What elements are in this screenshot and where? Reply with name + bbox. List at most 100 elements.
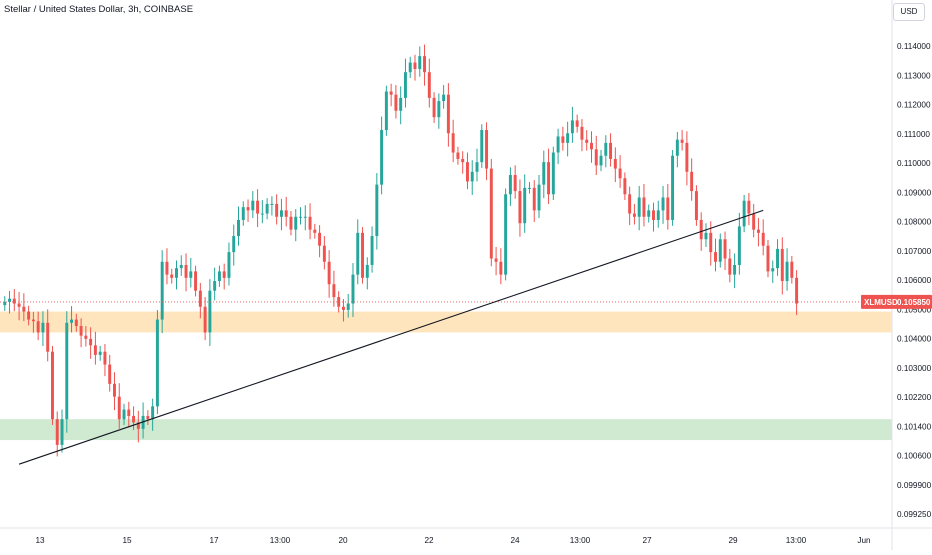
y-axis[interactable]: 0.114000 0.113000 0.112000 0.111000 0.110000… (891, 0, 932, 550)
candle[interactable] (17, 291, 21, 321)
candle[interactable] (241, 201, 245, 226)
candle[interactable] (747, 192, 751, 226)
candle[interactable] (427, 58, 431, 108)
candle[interactable] (566, 121, 570, 157)
candle[interactable] (480, 124, 484, 168)
candle[interactable] (761, 219, 765, 256)
candle[interactable] (418, 46, 422, 77)
candle[interactable] (666, 184, 670, 230)
candle[interactable] (294, 209, 298, 242)
candle[interactable] (203, 297, 207, 341)
candle[interactable] (341, 299, 345, 322)
candle[interactable] (680, 130, 684, 151)
candle[interactable] (146, 410, 150, 425)
candle[interactable] (65, 311, 69, 433)
candle[interactable] (580, 119, 584, 152)
candle[interactable] (289, 210, 293, 236)
candle[interactable] (55, 411, 59, 457)
candle[interactable] (356, 219, 360, 285)
candle[interactable] (36, 311, 40, 341)
candle[interactable] (222, 263, 226, 290)
candle[interactable] (113, 372, 116, 411)
candle[interactable] (275, 194, 279, 225)
candle[interactable] (22, 293, 26, 322)
candle[interactable] (504, 188, 508, 281)
candle[interactable] (208, 279, 212, 346)
candle[interactable] (446, 83, 450, 147)
candle[interactable] (728, 248, 732, 283)
candle[interactable] (671, 149, 675, 226)
candle[interactable] (322, 236, 326, 270)
candle[interactable] (465, 152, 469, 190)
candle[interactable] (585, 130, 589, 151)
candle[interactable] (260, 200, 264, 224)
candle[interactable] (227, 242, 231, 286)
candle[interactable] (74, 313, 78, 332)
candle[interactable] (642, 184, 646, 227)
candle[interactable] (370, 226, 374, 273)
candle[interactable] (556, 128, 560, 165)
candle[interactable] (575, 114, 579, 133)
candle[interactable] (351, 263, 355, 318)
candle[interactable] (656, 200, 660, 228)
candle[interactable] (27, 305, 31, 326)
candle[interactable] (132, 406, 136, 431)
candle[interactable] (542, 150, 546, 199)
candle[interactable] (308, 203, 312, 240)
candle[interactable] (194, 265, 198, 297)
candle[interactable] (151, 398, 155, 431)
candle[interactable] (408, 56, 412, 78)
candle[interactable] (737, 212, 741, 275)
candle[interactable] (442, 85, 446, 109)
candle[interactable] (136, 410, 140, 443)
candle[interactable] (590, 131, 593, 163)
candle[interactable] (499, 248, 503, 285)
candle[interactable] (399, 86, 403, 125)
candle[interactable] (623, 172, 627, 201)
candle[interactable] (733, 253, 737, 289)
candle[interactable] (437, 93, 441, 129)
candle[interactable] (46, 309, 50, 362)
candle[interactable] (284, 196, 288, 227)
candle[interactable] (470, 160, 474, 195)
candle[interactable] (256, 189, 260, 228)
x-axis[interactable]: 13 15 17 13:00 20 22 24 13:00 27 29 13:00 Jun (0, 527, 932, 545)
candle[interactable] (108, 354, 112, 392)
candle[interactable] (327, 250, 331, 298)
candle[interactable] (489, 158, 493, 267)
candle[interactable] (237, 206, 240, 246)
trendline-group[interactable] (18, 209, 764, 465)
candle[interactable] (456, 146, 460, 165)
candle[interactable] (790, 255, 794, 284)
candle[interactable] (213, 267, 217, 301)
candle[interactable] (795, 270, 799, 316)
candle[interactable] (389, 83, 393, 107)
candle[interactable] (117, 383, 121, 429)
candle[interactable] (451, 119, 455, 163)
candle[interactable] (494, 246, 498, 276)
candle[interactable] (432, 92, 436, 123)
candle[interactable] (652, 202, 655, 232)
candle[interactable] (523, 174, 527, 233)
candle[interactable] (413, 54, 417, 81)
candle[interactable] (41, 311, 45, 346)
candle[interactable] (618, 155, 622, 188)
candle[interactable] (704, 223, 708, 247)
candle[interactable] (570, 106, 574, 143)
candle[interactable] (475, 148, 479, 182)
candle[interactable] (318, 225, 322, 258)
candle[interactable] (384, 85, 388, 136)
candle[interactable] (89, 327, 93, 359)
candle[interactable] (604, 135, 608, 168)
candle[interactable] (93, 331, 97, 365)
candle[interactable] (265, 198, 269, 220)
candle[interactable] (685, 131, 689, 186)
candle[interactable] (637, 185, 641, 231)
candle[interactable] (251, 191, 255, 219)
candle[interactable] (394, 85, 398, 119)
candle[interactable] (766, 239, 770, 278)
candle[interactable] (532, 180, 536, 222)
candle[interactable] (742, 194, 746, 233)
candle[interactable] (613, 147, 617, 183)
